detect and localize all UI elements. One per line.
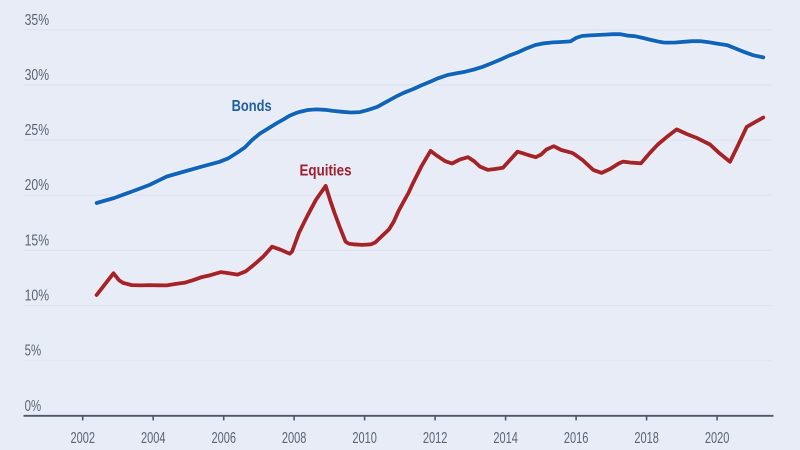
svg-text:30%: 30% bbox=[25, 67, 50, 84]
svg-text:10%: 10% bbox=[25, 288, 50, 305]
svg-text:Equities: Equities bbox=[300, 163, 352, 180]
svg-text:2002: 2002 bbox=[71, 430, 96, 447]
svg-text:2018: 2018 bbox=[634, 430, 659, 447]
svg-text:5%: 5% bbox=[25, 343, 42, 360]
svg-text:2014: 2014 bbox=[493, 430, 518, 447]
svg-text:2008: 2008 bbox=[282, 430, 307, 447]
svg-text:2010: 2010 bbox=[352, 430, 377, 447]
svg-text:35%: 35% bbox=[25, 12, 50, 29]
svg-text:2006: 2006 bbox=[212, 430, 237, 447]
svg-text:25%: 25% bbox=[25, 122, 50, 139]
svg-text:2004: 2004 bbox=[141, 430, 166, 447]
svg-text:2020: 2020 bbox=[705, 430, 730, 447]
svg-text:20%: 20% bbox=[25, 177, 50, 194]
svg-text:2012: 2012 bbox=[423, 430, 448, 447]
svg-text:15%: 15% bbox=[25, 232, 50, 249]
svg-text:0%: 0% bbox=[25, 398, 42, 415]
svg-text:2016: 2016 bbox=[564, 430, 589, 447]
svg-text:Bonds: Bonds bbox=[232, 98, 272, 115]
